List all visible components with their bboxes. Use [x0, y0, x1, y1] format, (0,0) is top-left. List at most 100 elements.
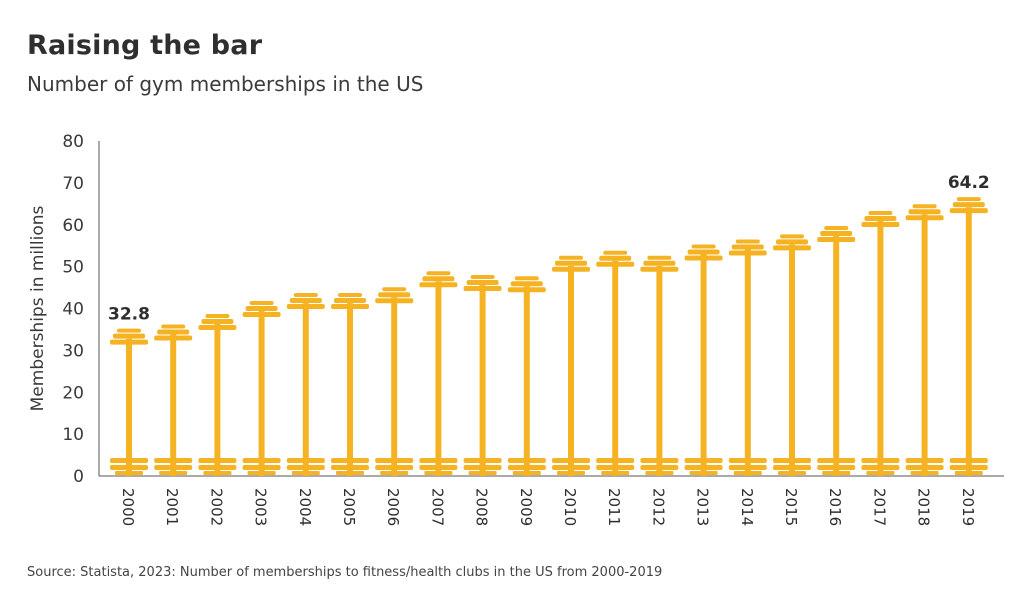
bar-bottom-plate [552, 458, 590, 463]
bar-top-plate [908, 209, 941, 215]
bar-top-plate [334, 298, 366, 304]
bar-top-plate [640, 266, 679, 272]
y-tick-label: 0 [73, 467, 84, 487]
x-tick-label: 2012 [649, 488, 667, 526]
data-label: 64.2 [948, 173, 990, 193]
bar-shaft [656, 265, 663, 476]
bar-bottom-plate [331, 458, 369, 463]
bar-bottom-plate [336, 471, 364, 475]
y-tick-label: 20 [62, 383, 84, 403]
bar-bottom-plate [684, 458, 723, 463]
bar-top-plate [113, 333, 145, 339]
chart-bars [110, 197, 988, 476]
bar-top-plate [864, 215, 897, 221]
bar-top-plate [552, 266, 590, 272]
bar-top-plate [161, 324, 186, 329]
y-tick-label: 30 [62, 341, 84, 361]
chart-subtitle: Number of gym memberships in the US [27, 72, 424, 96]
bar-shaft [744, 249, 751, 476]
bar-top-plate [242, 312, 281, 318]
bar-bottom-plate [773, 458, 811, 463]
bar-top-plate [293, 293, 318, 298]
bar-top-plate [198, 324, 237, 330]
x-tick-label: 2013 [694, 488, 712, 526]
dumbbell-bar-2010 [552, 255, 590, 476]
dumbbell-bar-2004 [286, 293, 325, 476]
bar-shaft [479, 285, 486, 476]
bar-bottom-plate [861, 465, 900, 470]
bar-top-plate [728, 250, 767, 256]
bar-shaft [965, 207, 972, 476]
bar-top-plate [599, 255, 632, 261]
bar-bottom-plate [154, 465, 193, 470]
x-tick-label: 2006 [384, 488, 402, 526]
y-tick-label: 50 [62, 258, 84, 278]
bar-bottom-plate [380, 471, 409, 475]
bar-top-plate [735, 239, 760, 244]
x-tick-label: 2016 [826, 488, 844, 526]
dumbbell-bar-2015 [773, 234, 811, 476]
bar-shaft [921, 214, 928, 476]
bar-bottom-plate [728, 458, 767, 463]
x-tick-label: 2000 [119, 488, 137, 526]
dumbbell-bar-2012 [640, 255, 679, 476]
bar-bottom-plate [905, 465, 944, 470]
bar-shaft [700, 254, 707, 476]
bar-shaft [789, 244, 795, 476]
bar-bottom-plate [286, 458, 325, 463]
bar-top-plate [952, 202, 985, 208]
bar-top-plate [905, 215, 944, 221]
x-tick-label: 2011 [605, 488, 623, 526]
bar-top-plate [378, 292, 411, 298]
bar-top-plate [510, 281, 543, 287]
bar-bottom-plate [596, 458, 635, 463]
bar-bottom-plate [822, 471, 851, 475]
dumbbell-bar-2002 [198, 313, 237, 476]
x-tick-label: 2007 [428, 488, 446, 526]
bar-top-plate [647, 255, 672, 260]
bar-top-plate [157, 329, 190, 335]
bar-top-plate [286, 304, 325, 310]
bar-top-plate [514, 276, 539, 281]
bar-top-plate [463, 286, 502, 292]
bar-top-plate [470, 275, 495, 280]
bar-bottom-plate [203, 471, 232, 475]
x-tick-label: 2004 [296, 488, 314, 526]
bar-top-plate [559, 255, 583, 260]
bar-top-plate [419, 282, 458, 288]
bar-bottom-plate [463, 458, 502, 463]
bar-bottom-plate [949, 465, 988, 470]
bar-shaft [435, 281, 442, 476]
bar-top-plate [687, 249, 720, 255]
dumbbell-bar-2013 [684, 244, 723, 476]
x-tick-label: 2014 [738, 488, 756, 526]
bar-bottom-plate [640, 458, 679, 463]
bar-bottom-plate [949, 458, 988, 463]
bar-bottom-plate [512, 471, 541, 475]
bar-bottom-plate [242, 465, 281, 470]
bar-bottom-plate [424, 471, 453, 475]
bar-top-plate [289, 298, 322, 304]
bar-top-plate [949, 208, 988, 214]
x-tick-label: 2017 [870, 488, 888, 526]
bar-top-plate [201, 318, 234, 324]
dumbbell-bar-2009 [507, 276, 546, 476]
bar-bottom-plate [645, 471, 674, 475]
bar-bottom-plate [689, 471, 718, 475]
bar-bottom-plate [198, 458, 237, 463]
y-axis-title: Memberships in millions [28, 205, 48, 411]
bar-bottom-plate [159, 471, 188, 475]
dumbbell-bar-2019 [949, 197, 988, 476]
bar-shaft [126, 338, 132, 476]
bar-top-plate [205, 313, 230, 318]
x-tick-label: 2019 [959, 488, 977, 526]
dumbbell-bar-2017 [861, 210, 900, 476]
bar-bottom-plate [419, 458, 458, 463]
bar-bottom-plate [861, 458, 900, 463]
bar-shaft [391, 297, 398, 476]
bar-bottom-plate [419, 465, 458, 470]
bar-shaft [833, 236, 840, 476]
bar-bottom-plate [733, 471, 762, 475]
y-tick-label: 10 [62, 425, 84, 445]
x-tick-label: 2009 [517, 488, 535, 526]
